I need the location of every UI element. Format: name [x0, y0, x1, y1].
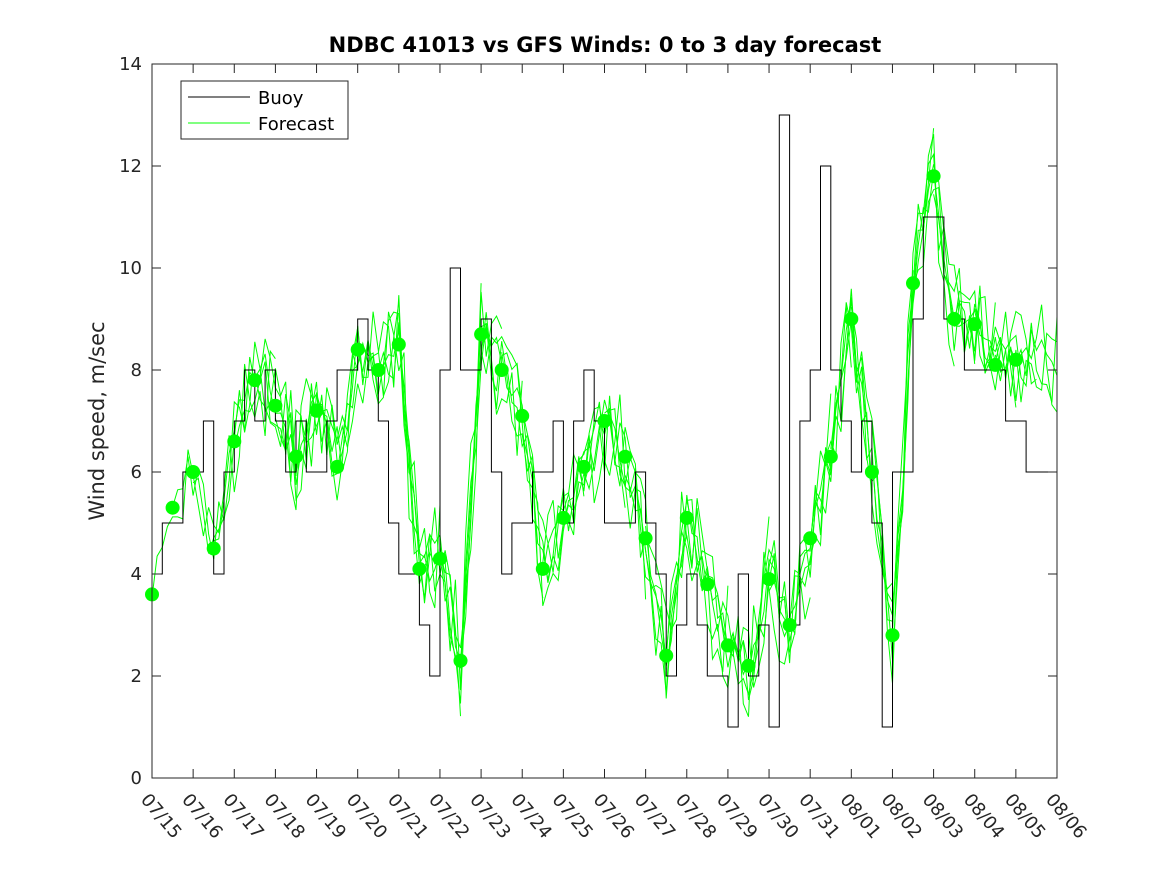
forecast-run-line [254, 355, 379, 485]
forecast-marker [412, 561, 427, 576]
y-axis: 0 2 4 6 8 10 12 14 [119, 54, 1057, 789]
forecast-marker [988, 357, 1003, 372]
forecast-marker [926, 169, 941, 184]
forecast-marker [947, 312, 962, 326]
forecast-marker [350, 342, 365, 357]
x-tick-label: 08/06 [1041, 790, 1090, 843]
x-tick-label: 08/05 [1000, 790, 1049, 843]
forecast-marker [762, 572, 776, 587]
forecast-run-line [748, 302, 873, 676]
forecast-marker [206, 541, 221, 556]
y-tick-label: 6 [131, 462, 142, 483]
forecast-run-line [418, 323, 544, 670]
legend[interactable]: Buoy Forecast [180, 80, 349, 140]
x-tick-label: 08/04 [959, 790, 1008, 843]
forecast-marker [556, 510, 571, 525]
forecast-marker [741, 658, 756, 673]
forecast-marker [782, 618, 797, 632]
x-tick-label: 08/01 [835, 790, 884, 843]
x-tick-label: 07/28 [671, 790, 720, 843]
forecast-marker [494, 363, 509, 377]
y-axis-label: Wind speed, m/sec [85, 321, 109, 520]
forecast-marker [289, 449, 303, 464]
forecast-run-line [439, 335, 564, 649]
forecast-marker [391, 337, 406, 352]
forecast-run-line [809, 128, 935, 684]
forecast-marker [803, 531, 818, 546]
x-tick-label: 07/31 [794, 790, 843, 843]
x-tick-label: 07/26 [589, 790, 638, 843]
forecast-marker [1008, 352, 1023, 367]
forecast-run-line [665, 494, 791, 697]
forecast-marker [679, 510, 694, 525]
y-tick-label: 12 [119, 156, 142, 177]
y-tick-label: 10 [119, 258, 142, 279]
forecast-run-line [562, 399, 688, 631]
forecast-marker [659, 648, 674, 663]
legend-label-buoy: Buoy [258, 88, 304, 109]
legend-box [180, 80, 349, 140]
x-tick-label: 07/21 [383, 790, 432, 843]
forecast-marker [967, 317, 982, 332]
y-tick-label: 4 [131, 564, 142, 585]
forecast-marker [906, 276, 920, 291]
x-tick-label: 07/15 [136, 790, 185, 843]
forecast-marker [720, 638, 735, 653]
buoy-line [152, 114, 1057, 728]
forecast-marker [371, 363, 386, 377]
x-tick-label: 07/27 [630, 790, 679, 843]
x-tick-label: 08/03 [918, 790, 967, 843]
x-tick-label: 07/20 [342, 790, 391, 843]
forecast-marker [186, 465, 201, 479]
forecast-marker [535, 561, 550, 576]
x-tick-label: 07/17 [218, 790, 267, 843]
forecast-marker [864, 465, 879, 479]
x-tick-label: 07/30 [753, 790, 802, 843]
forecast-marker [433, 551, 447, 566]
forecast-run-line [994, 329, 1058, 388]
x-tick-label: 07/29 [712, 790, 761, 843]
forecast-marker [576, 459, 591, 474]
forecast-marker [700, 577, 715, 592]
forecast-markers [145, 169, 1023, 673]
forecast-marker [227, 434, 242, 449]
forecast-marker [330, 459, 345, 474]
forecast-marker [453, 653, 468, 668]
x-tick-label: 07/18 [260, 790, 309, 843]
y-tick-label: 0 [131, 768, 142, 789]
forecast-marker [597, 414, 612, 428]
y-tick-label: 2 [131, 666, 142, 687]
x-tick-label: 07/16 [177, 790, 226, 843]
x-tick-label: 07/25 [548, 790, 597, 843]
chart-title: NDBC 41013 vs GFS Winds: 0 to 3 day fore… [329, 33, 882, 57]
legend-label-forecast: Forecast [258, 114, 334, 135]
y-tick-label: 14 [119, 54, 142, 75]
x-tick-label: 08/02 [877, 790, 926, 843]
forecast-marker [885, 628, 900, 643]
forecast-run-line [933, 194, 1058, 413]
plot-area [145, 114, 1058, 728]
forecast-marker [268, 398, 283, 413]
forecast-marker [638, 531, 653, 546]
forecast-run-line [521, 394, 647, 600]
forecast-marker [247, 373, 262, 388]
forecast-marker [823, 449, 838, 464]
forecast-marker [474, 327, 489, 342]
forecast-run-line [892, 164, 1017, 632]
forecast-marker [309, 403, 324, 418]
forecast-run-line [336, 311, 461, 717]
forecast-marker [515, 408, 530, 423]
forecast-run-line [871, 186, 996, 622]
x-tick-label: 07/24 [506, 790, 555, 843]
x-tick-label: 07/22 [424, 790, 473, 843]
forecast-marker [165, 500, 180, 515]
forecast-marker [844, 312, 859, 326]
buoy-series [152, 114, 1057, 728]
x-tick-label: 07/19 [301, 790, 350, 843]
x-tick-label: 07/23 [465, 790, 514, 843]
forecast-marker [618, 449, 633, 464]
y-tick-label: 8 [131, 360, 142, 381]
